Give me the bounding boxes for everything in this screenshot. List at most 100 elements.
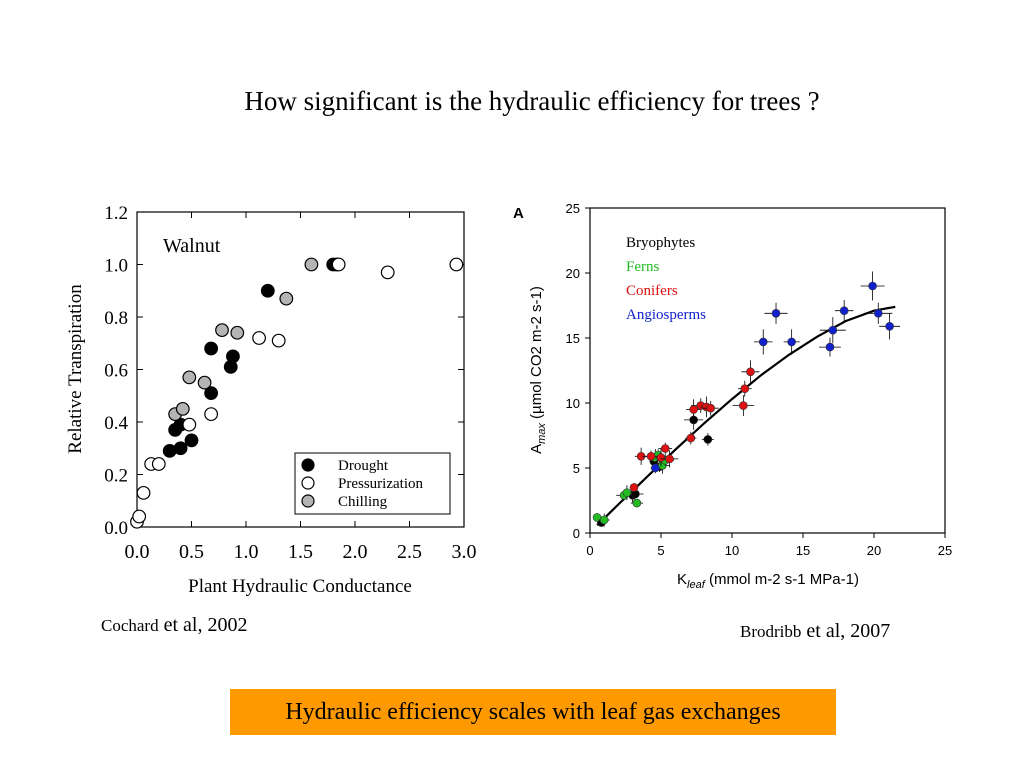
y-tick-label: 10 — [566, 396, 580, 411]
x-tick-label: 20 — [867, 543, 881, 558]
x-tick-label: 0 — [586, 543, 593, 558]
data-point-ferns — [660, 455, 670, 465]
data-point-pressurization — [204, 407, 219, 422]
right-citation-rest: et al, 2007 — [806, 620, 891, 642]
legend-label-pressurization: Pressurization — [338, 476, 423, 492]
data-point-conifers — [636, 451, 646, 461]
data-point-angiosperms — [873, 308, 883, 318]
data-point-ferns — [651, 453, 660, 462]
data-point-conifers — [686, 433, 696, 443]
data-point-conifers — [660, 444, 670, 453]
data-point-pressurization — [151, 457, 166, 471]
legend-label-chilling: Chilling — [338, 494, 388, 510]
x-tick-label: 1.5 — [288, 541, 313, 563]
y-tick-label: 5 — [573, 461, 580, 476]
data-point-conifers — [665, 454, 674, 464]
y-tick-label: 15 — [566, 331, 580, 346]
y-axis-label: Relative Transpiration — [65, 284, 86, 454]
legend-label-bryophytes: Bryophytes — [626, 235, 695, 251]
data-point-chilling — [168, 407, 183, 422]
data-point-chilling — [197, 375, 212, 390]
data-point-pressurization — [182, 417, 197, 432]
slide-title: How significant is the hydraulic efficie… — [244, 86, 820, 116]
data-point-pressurization — [144, 457, 159, 471]
y-tick-label: 0.8 — [104, 308, 128, 329]
data-point-drought — [260, 283, 275, 298]
data-point-pressurization — [132, 509, 147, 524]
data-point-pressurization — [449, 257, 464, 272]
data-point-chilling — [215, 323, 229, 338]
legend-marker-chilling — [301, 494, 315, 508]
data-point-pressurization — [380, 265, 395, 280]
y-tick-label: 25 — [566, 201, 580, 216]
data-point-drought — [326, 257, 341, 272]
data-point-bryophytes — [703, 435, 713, 444]
data-point-conifers — [739, 401, 748, 410]
data-point-bryophytes — [655, 462, 664, 472]
legend-marker-drought — [301, 458, 315, 472]
data-point-bryophytes — [597, 518, 606, 527]
left-citation-authors: Cochard — [101, 616, 159, 635]
data-point-drought — [173, 441, 188, 456]
data-point-angiosperms — [885, 321, 894, 331]
left-citation: Cochard et al, 2002 — [101, 614, 247, 637]
legend-marker-pressurization — [301, 476, 315, 490]
data-point-conifers — [646, 451, 656, 461]
data-point-drought — [204, 341, 219, 356]
data-point-chilling — [175, 401, 190, 416]
y-tick-label: 0.4 — [104, 413, 128, 434]
x-tick-label: 25 — [938, 543, 952, 558]
data-point-conifers — [740, 384, 750, 394]
data-point-angiosperms — [771, 308, 781, 318]
data-point-ferns — [592, 513, 602, 522]
data-point-drought — [184, 433, 199, 448]
data-point-conifers — [689, 405, 698, 414]
x-tick-label: 3.0 — [452, 541, 477, 563]
data-point-conifers — [702, 402, 711, 412]
fit-line — [596, 305, 896, 526]
data-point-angiosperms — [828, 325, 838, 335]
data-point-angiosperms — [839, 306, 849, 316]
data-point-pressurization — [331, 257, 346, 272]
x-tick-label: 15 — [796, 543, 810, 558]
data-point-conifers — [629, 483, 639, 492]
data-point-pressurization — [271, 333, 286, 348]
legend-label-conifers: Conifers — [626, 283, 678, 299]
legend-box — [294, 452, 451, 515]
data-point-ferns — [599, 515, 609, 525]
data-point-angiosperms — [787, 337, 796, 347]
data-point-bryophytes — [628, 490, 637, 500]
left-citation-rest: et al, 2002 — [163, 614, 248, 636]
x-axis-label: Plant Hydraulic Conductance — [188, 576, 412, 597]
legend-label-angiosperms: Angiosperms — [626, 307, 706, 323]
data-point-ferns — [632, 498, 642, 508]
data-point-drought — [168, 422, 183, 437]
y-axis-label: Amax (µmol CO2 m-2 s-1) — [528, 286, 548, 454]
data-point-chilling — [182, 370, 197, 385]
data-point-ferns — [619, 490, 629, 500]
data-point-pressurization — [252, 331, 266, 345]
y-tick-label: 0 — [573, 526, 580, 541]
data-point-angiosperms — [825, 342, 835, 352]
data-point-pressurization — [136, 485, 151, 500]
chart-title: Walnut — [163, 235, 221, 257]
data-point-ferns — [658, 461, 667, 470]
y-tick-label: 0.6 — [104, 361, 128, 382]
plot-frame — [136, 211, 465, 528]
right-citation-authors: Brodribb — [740, 622, 802, 641]
x-tick-label: 10 — [725, 543, 739, 558]
panel-label: A — [513, 205, 524, 222]
x-tick-label: 1.0 — [234, 541, 259, 563]
data-point-chilling — [304, 257, 319, 272]
data-point-conifers — [746, 367, 755, 377]
data-point-conifers — [656, 453, 666, 462]
x-tick-label: 2.0 — [343, 541, 368, 563]
y-tick-label: 1.0 — [104, 256, 128, 277]
y-tick-label: 0.0 — [104, 518, 128, 539]
data-point-drought — [329, 257, 344, 272]
y-tick-label: 0.2 — [104, 466, 128, 487]
data-point-drought — [223, 359, 238, 374]
x-axis-label: Kleaf (mmol m-2 s-1 MPa-1) — [677, 571, 859, 591]
data-point-conifers — [696, 401, 706, 410]
data-point-drought — [204, 386, 219, 401]
